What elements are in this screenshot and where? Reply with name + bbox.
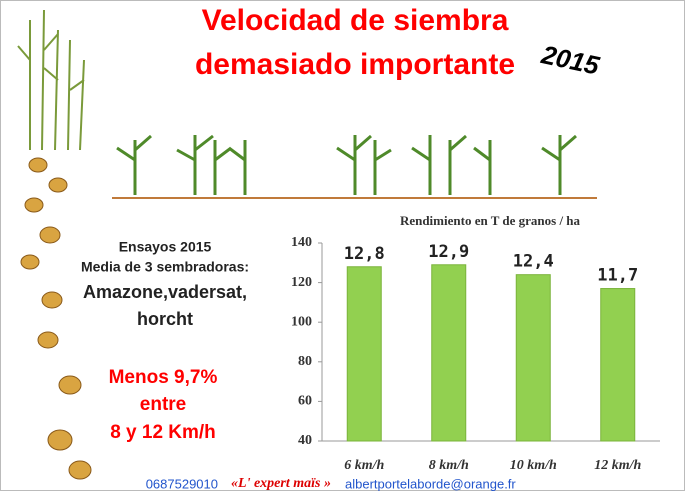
- highlight: Menos 9,7%: [109, 367, 218, 388]
- corn-decoration: [17, 9, 85, 151]
- footer-phone: 0687529010: [146, 476, 218, 491]
- note: Amazone,vadersat,: [83, 282, 247, 302]
- kernels: [20, 157, 92, 480]
- x-tick-label: 8 km/h: [429, 458, 469, 473]
- x-tick-label: 12 km/h: [594, 458, 641, 473]
- y-tick-label: 120: [291, 275, 312, 290]
- note: Ensayos 2015: [119, 239, 212, 255]
- data-label: 12,9: [428, 242, 469, 262]
- chart-title: Rendimiento en T de granos / ha: [400, 213, 581, 228]
- bar: [431, 264, 467, 442]
- bar: [600, 288, 636, 442]
- x-tick-label: 10 km/h: [510, 458, 557, 473]
- footer-email: albertportelaborde@orange.fr: [345, 476, 516, 491]
- highlight: entre: [140, 394, 186, 415]
- data-label: 12,8: [344, 244, 385, 264]
- y-tick-label: 60: [298, 394, 312, 409]
- footer-brand: «L' expert maïs »: [231, 476, 331, 491]
- y-tick-label: 80: [298, 354, 312, 369]
- data-label: 11,7: [597, 266, 638, 286]
- note: horcht: [137, 309, 193, 329]
- y-tick-label: 100: [291, 314, 312, 329]
- bar: [515, 274, 551, 442]
- x-tick-label: 6 km/h: [344, 458, 384, 473]
- y-tick-label: 40: [298, 433, 312, 448]
- highlight: 8 y 12 Km/h: [110, 422, 216, 443]
- bar: [346, 266, 382, 442]
- note: Media de 3 sembradoras:: [81, 259, 249, 275]
- title: Velocidad de siembra: [202, 4, 509, 37]
- plants: [116, 134, 577, 195]
- title: demasiado importante: [195, 48, 515, 81]
- y-tick-label: 140: [291, 235, 312, 250]
- data-label: 12,4: [513, 252, 554, 272]
